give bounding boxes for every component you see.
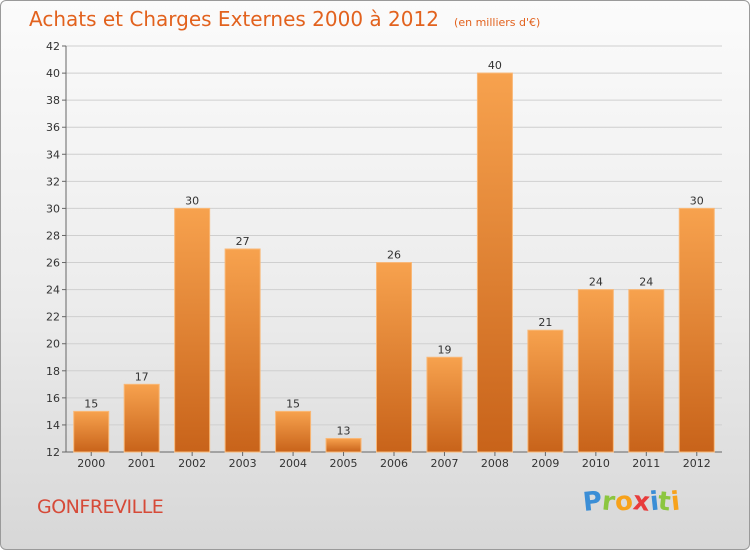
y-tick-label: 30 [46,202,60,215]
bar-2011 [628,289,665,453]
x-tick-label: 2006 [380,457,408,470]
bar-2001 [123,383,160,453]
y-tick-label: 38 [46,94,60,107]
y-tick-label: 22 [46,311,60,324]
x-tick-label: 2012 [683,457,711,470]
x-tick-label: 2009 [531,457,559,470]
x-tick-label: 2001 [128,457,156,470]
bar-2009 [527,329,564,453]
x-tick-label: 2004 [279,457,307,470]
y-tick-label: 32 [46,175,60,188]
y-tick-label: 14 [46,419,60,432]
bar-2008 [476,72,513,453]
bar-2007 [426,356,463,453]
place-name: GONFREVILLE [37,496,164,518]
data-label: 17 [135,370,149,383]
y-tick-label: 28 [46,229,60,242]
x-tick-label: 2011 [632,457,660,470]
y-tick-label: 18 [46,365,60,378]
x-tick-label: 2008 [481,457,509,470]
data-label: 26 [387,249,401,262]
y-tick-label: 42 [46,40,60,53]
y-tick-label: 36 [46,121,60,134]
chart-subtitle: (en milliers d'€) [454,16,541,29]
data-label: 19 [437,343,451,356]
x-axis: 2000 2001 2002 2003 2004 2005 2006 2007 2008 2009… [77,452,711,470]
bar-2004 [275,410,312,453]
x-tick-label: 2010 [582,457,610,470]
x-tick-label: 2002 [178,457,206,470]
bar-2000 [73,410,110,453]
bar-2006 [376,262,412,453]
bars [73,72,715,453]
data-label: 13 [337,424,351,437]
data-label: 27 [236,235,250,248]
chart-title-block: Achats et Charges Externes 2000 à 2012 (… [29,7,540,31]
bar-2002 [174,207,211,453]
y-tick-label: 16 [46,392,60,405]
y-tick-label: 34 [46,148,60,161]
data-label: 24 [589,276,603,289]
data-labels: 15 17 30 27 15 13 26 19 40 21 24 24 30 [84,59,704,437]
x-tick-label: 2007 [430,457,458,470]
chart-title: Achats et Charges Externes 2000 à 2012 [29,7,439,31]
bar-2005 [325,437,362,453]
x-tick-label: 2005 [330,457,358,470]
bar-2012 [678,207,715,453]
bar-2003 [224,248,261,453]
data-label: 15 [286,397,300,410]
logo-letter: i [669,486,682,518]
data-label: 15 [84,397,98,410]
y-tick-label: 24 [46,284,60,297]
data-label: 30 [185,194,199,207]
data-label: 21 [538,316,552,329]
y-tick-label: 26 [46,257,60,270]
bar-2010 [577,289,614,453]
data-label: 30 [690,194,704,207]
x-tick-label: 2003 [229,457,257,470]
x-tick-label: 2000 [77,457,105,470]
data-label: 24 [639,276,653,289]
y-tick-label: 40 [46,67,60,80]
proxiti-logo[interactable]: Proxiti [581,486,682,518]
y-tick-label: 12 [46,446,60,459]
y-tick-label: 20 [46,338,60,351]
data-label: 40 [488,59,502,72]
